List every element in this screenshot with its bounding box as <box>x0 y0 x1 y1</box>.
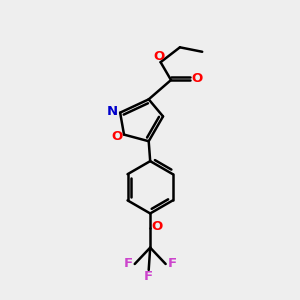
Text: O: O <box>111 130 122 142</box>
Text: O: O <box>191 72 202 85</box>
Text: N: N <box>107 105 118 118</box>
Text: F: F <box>124 257 133 271</box>
Text: F: F <box>144 270 153 283</box>
Text: F: F <box>168 257 177 271</box>
Text: O: O <box>154 50 165 63</box>
Text: O: O <box>151 220 162 233</box>
